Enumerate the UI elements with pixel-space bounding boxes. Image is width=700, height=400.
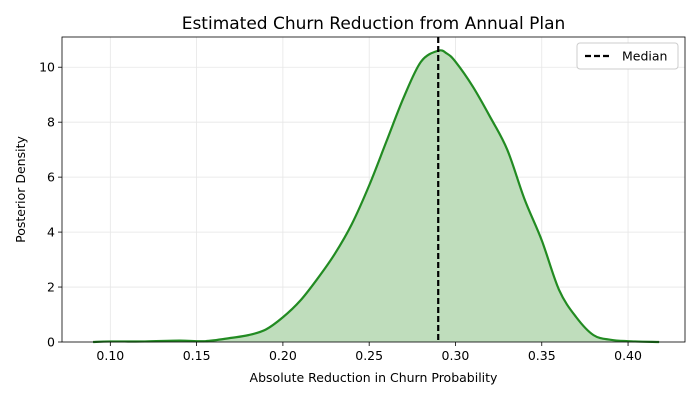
y-tick-label: 2 bbox=[47, 280, 55, 295]
x-tick-label: 0.20 bbox=[269, 348, 297, 363]
y-axis-label: Posterior Density bbox=[13, 136, 28, 243]
y-tick-label: 8 bbox=[47, 115, 55, 130]
density-line bbox=[93, 49, 660, 344]
x-tick-label: 0.25 bbox=[355, 348, 383, 363]
x-tick-label: 0.15 bbox=[183, 348, 211, 363]
y-axis: 0 2 4 6 8 10 bbox=[39, 60, 62, 350]
y-tick-label: 4 bbox=[47, 225, 55, 240]
x-tick-label: 0.40 bbox=[614, 348, 642, 363]
plot-frame bbox=[61, 36, 686, 343]
x-tick-label: 0.10 bbox=[96, 348, 124, 363]
plot-area bbox=[93, 37, 660, 344]
y-tick-label: 6 bbox=[47, 170, 55, 185]
y-tick-label: 10 bbox=[39, 60, 55, 75]
density-area bbox=[93, 50, 660, 343]
x-tick-label: 0.30 bbox=[442, 348, 470, 363]
legend-box bbox=[576, 42, 679, 70]
y-tick-label: 0 bbox=[47, 335, 55, 350]
legend-median-label: Median bbox=[622, 49, 667, 64]
x-axis: 0.10 0.15 0.20 0.25 0.30 0.35 0.40 bbox=[96, 342, 642, 363]
chart-title: Estimated Churn Reduction from Annual Pl… bbox=[182, 14, 566, 34]
x-tick-label: 0.35 bbox=[528, 348, 556, 363]
legend: Median bbox=[576, 42, 679, 70]
x-axis-label: Absolute Reduction in Churn Probability bbox=[250, 370, 499, 385]
